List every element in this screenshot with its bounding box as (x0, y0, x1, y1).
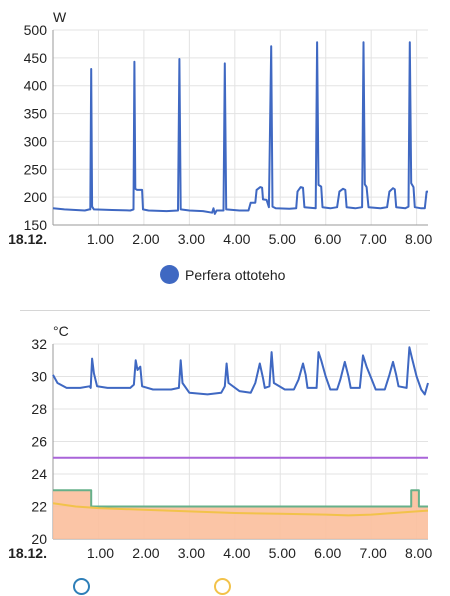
x-tick-label: 7.00 (360, 545, 387, 561)
x-tick-label: 18.12. (8, 545, 47, 561)
x-tick-label: 1.00 (87, 545, 114, 561)
temperature-legend[interactable] (0, 576, 450, 596)
x-tick-label: 3.00 (178, 545, 205, 561)
x-tick-label: 5.00 (269, 231, 296, 247)
y-axis-unit-label: °C (53, 323, 69, 339)
x-tick-label: 7.00 (360, 231, 387, 247)
legend-swatch-series-1[interactable] (73, 578, 90, 595)
y-tick-label: 400 (24, 78, 48, 94)
y-tick-label: 26 (31, 434, 47, 450)
x-tick-label: 6.00 (314, 545, 341, 561)
section-divider (20, 310, 430, 311)
x-tick-label: 6.00 (314, 231, 341, 247)
x-tick-label: 2.00 (132, 545, 159, 561)
x-tick-label: 1.00 (87, 231, 114, 247)
power-chart: 150 200 250 300 350 400 450 500 18.12. 1.00 2.00 3.… (8, 9, 432, 247)
x-tick-label: 8.00 (405, 231, 432, 247)
y-tick-label: 200 (24, 189, 48, 205)
x-tick-label: 4.00 (223, 231, 250, 247)
x-tick-label: 8.00 (405, 545, 432, 561)
temperature-chart: 20 22 24 26 28 30 32 18.12. 1.00 2.00 3.00 4.00 5.00… (8, 323, 432, 561)
legend-label-perfera: Perfera ottoteho (185, 266, 286, 283)
x-tick-label: 5.00 (269, 545, 296, 561)
series-line-1 (52, 346, 429, 396)
power-legend[interactable]: Perfera ottoteho (160, 265, 285, 284)
y-axis-unit-label: W (53, 9, 67, 25)
legend-swatch-perfera (160, 265, 179, 284)
x-tick-label: 2.00 (132, 231, 159, 247)
y-tick-label: 350 (24, 106, 48, 122)
y-tick-label: 32 (31, 336, 47, 352)
y-tick-label: 150 (24, 217, 48, 233)
y-tick-label: 24 (31, 466, 47, 482)
series-line-4 (52, 502, 429, 517)
y-tick-label: 300 (24, 133, 48, 149)
legend-swatch-series-2[interactable] (214, 578, 231, 595)
area-fill (53, 490, 428, 539)
y-tick-label: 500 (24, 22, 48, 38)
x-tick-label: 18.12. (8, 231, 47, 247)
y-tick-label: 20 (31, 531, 47, 547)
series-line-1 (52, 41, 428, 215)
y-tick-label: 250 (24, 161, 48, 177)
x-tick-label: 3.00 (178, 231, 205, 247)
y-tick-label: 28 (31, 401, 47, 417)
y-tick-label: 450 (24, 50, 48, 66)
x-tick-label: 4.00 (223, 545, 250, 561)
series-line-3 (53, 489, 428, 508)
y-tick-label: 22 (31, 499, 47, 515)
y-tick-label: 30 (31, 369, 47, 385)
